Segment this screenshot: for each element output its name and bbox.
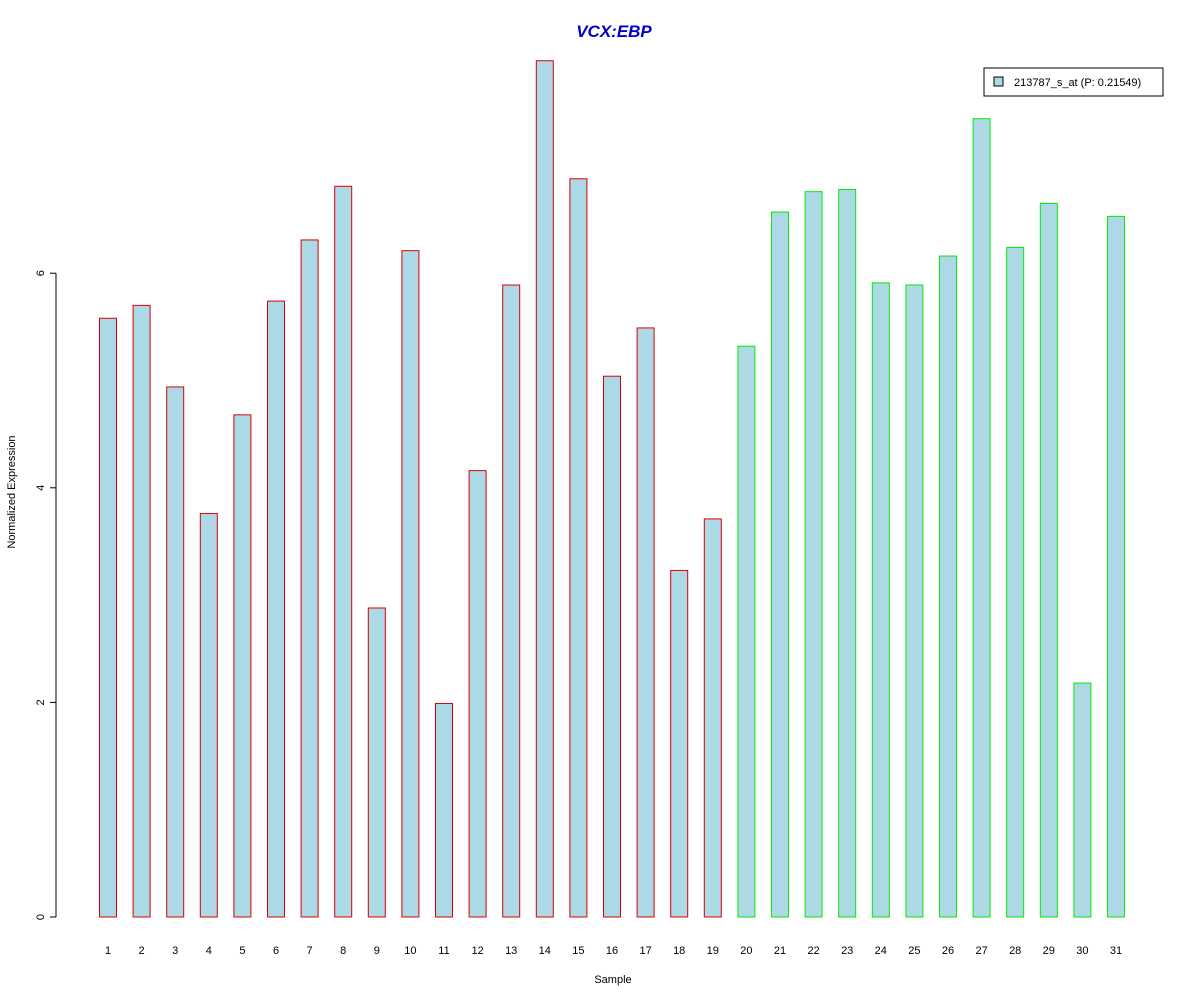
bar-sample-28 (1006, 246, 1025, 918)
chart-title: VCX:EBP (576, 22, 652, 41)
x-tick-label: 21 (774, 945, 786, 957)
bar-sample-31 (1107, 215, 1125, 918)
bar-sample-20 (737, 345, 756, 918)
bar-sample-29 (1039, 202, 1058, 918)
x-tick-label: 19 (707, 945, 719, 957)
x-axis-label: Sample (594, 974, 631, 986)
x-tick-label: 1 (105, 945, 111, 957)
x-tick-label: 9 (374, 945, 380, 957)
x-tick-label: 25 (908, 945, 920, 957)
legend-swatch (993, 76, 1004, 87)
legend-entry-label: 213787_s_at (P: 0.21549) (1014, 77, 1141, 89)
bar-sample-30 (1073, 682, 1092, 918)
bar-sample-22 (804, 191, 823, 918)
x-tick-label: 2 (139, 945, 145, 957)
x-tick-label: 28 (1009, 945, 1021, 957)
bar-sample-13 (502, 284, 521, 918)
bar-sample-27 (972, 118, 991, 918)
x-tick-label: 16 (606, 945, 618, 957)
bar-sample-18 (670, 569, 689, 918)
y-axis: 0 2 4 6 (35, 270, 57, 920)
x-tick-label: 13 (505, 945, 517, 957)
bar-sample-11 (435, 702, 453, 918)
x-tick-label: 27 (975, 945, 987, 957)
y-tick-label: 6 (35, 270, 47, 276)
y-tick-label: 4 (35, 485, 47, 491)
bar-sample-3 (166, 386, 185, 918)
x-tick-label: 18 (673, 945, 685, 957)
bar-sample-2 (132, 304, 151, 918)
y-tick-label: 0 (35, 914, 47, 920)
x-tick-label: 12 (471, 945, 483, 957)
bar-sample-23 (838, 189, 857, 918)
bars-group (99, 60, 1125, 918)
x-tick-label: 3 (172, 945, 178, 957)
x-tick-label: 10 (404, 945, 416, 957)
x-tick-label: 20 (740, 945, 752, 957)
bar-sample-21 (771, 211, 789, 918)
x-tick-label: 17 (639, 945, 651, 957)
x-tick-label: 24 (875, 945, 887, 957)
bar-sample-4 (199, 513, 218, 918)
bar-sample-25 (905, 284, 924, 918)
x-tick-label: 22 (807, 945, 819, 957)
x-tick-label: 7 (307, 945, 313, 957)
bar-sample-24 (871, 282, 890, 918)
x-tick-label: 26 (942, 945, 954, 957)
x-tick-label: 8 (340, 945, 346, 957)
x-tick-label: 23 (841, 945, 853, 957)
bar-sample-10 (401, 250, 420, 918)
bar-sample-14 (535, 60, 554, 918)
bar-sample-26 (939, 255, 957, 918)
x-tick-label: 14 (539, 945, 551, 957)
bar-sample-5 (233, 414, 252, 918)
x-tick-label: 30 (1076, 945, 1088, 957)
legend: 213787_s_at (P: 0.21549) (983, 67, 1164, 97)
bar-sample-6 (267, 300, 285, 918)
legend-box (983, 67, 1164, 97)
x-tick-labels: 1 2 3 4 5 6 7 8 9 10 11 12 13 14 15 16 17 18 19 20 21 22 23 24 2… (105, 945, 1122, 957)
x-tick-label: 11 (438, 945, 449, 957)
x-tick-label: 4 (206, 945, 212, 957)
y-axis-label: Normalized Expression (6, 435, 18, 548)
y-tick-label: 2 (35, 699, 47, 705)
bar-sample-15 (569, 178, 588, 918)
bar-sample-19 (703, 518, 722, 918)
bar-sample-16 (603, 375, 621, 918)
x-tick-label: 15 (572, 945, 584, 957)
bar-sample-1 (99, 317, 117, 918)
x-tick-label: 5 (239, 945, 245, 957)
bar-sample-12 (468, 470, 487, 918)
bar-sample-7 (300, 239, 319, 918)
bar-sample-9 (367, 607, 386, 918)
bar-sample-8 (334, 185, 353, 918)
x-tick-label: 6 (273, 945, 279, 957)
bar-sample-17 (636, 327, 655, 918)
x-tick-label: 31 (1110, 945, 1122, 957)
x-tick-label: 29 (1043, 945, 1055, 957)
